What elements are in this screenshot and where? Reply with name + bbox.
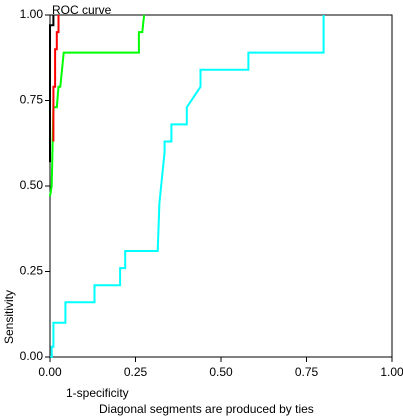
chart-title: ROC curve [52,3,112,17]
x-tick-label: 1.00 [380,365,403,379]
x-axis-ticks: 0.00 0.25 0.50 0.75 1.00 [38,357,403,379]
roc-series-2-line [49,14,146,197]
y-tick-label: 1.00 [20,7,44,21]
x-tick-label: 0.25 [124,365,148,379]
roc-series-3-line [52,15,60,142]
x-tick-label: 0.75 [295,365,319,379]
y-axis-ticks: 0.00 0.25 0.50 0.75 1.00 [20,7,50,363]
x-tick-label: 0.50 [209,365,233,379]
roc-series-1-line [50,15,325,358]
x-axis-label: 1-specificity [66,386,129,400]
series-group [49,14,325,358]
y-tick-label: 0.00 [20,349,44,363]
plot-frame [49,14,393,358]
y-axis-label: Sensitivity [2,290,16,344]
x-tick-label: 0.00 [38,365,62,379]
plot-area-border [49,14,393,358]
y-tick-label: 0.75 [20,93,44,107]
y-tick-label: 0.25 [20,264,44,278]
roc-series-4-line [49,15,55,163]
chart-footnote: Diagonal segments are produced by ties [99,402,314,416]
y-tick-label: 0.50 [20,178,44,192]
